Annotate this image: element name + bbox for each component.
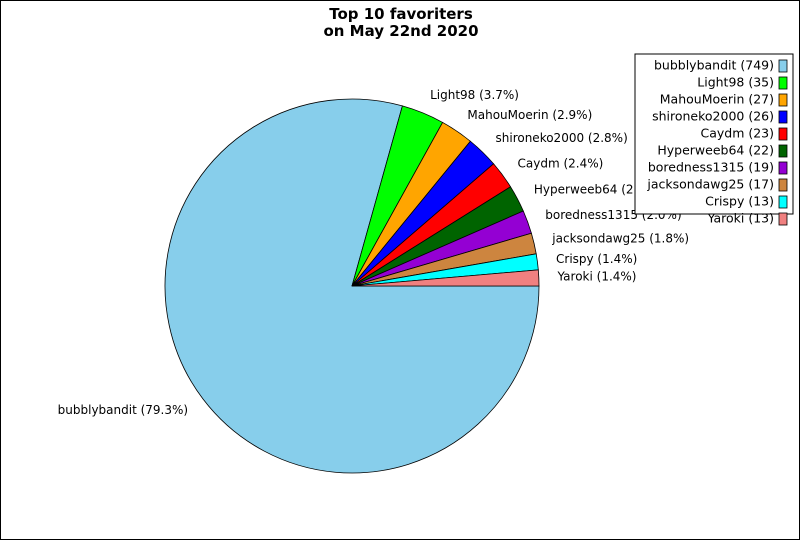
legend-swatch-crispy	[778, 195, 788, 209]
legend-swatch-boredness1315	[778, 161, 788, 175]
slice-label-light98: Light98 (3.7%)	[430, 88, 519, 102]
slice-labels: bubblybandit (79.3%) Light98 (3.7%) MahouM…	[58, 88, 689, 417]
chart-title-line-1: Top 10 favoriters	[329, 5, 473, 23]
legend-entry-bubblybandit: bubblybandit (749)	[654, 58, 774, 73]
legend-swatch-shironeko2000	[778, 110, 788, 124]
slice-label-shironeko2000: shironeko2000 (2.8%)	[496, 131, 628, 145]
legend-entry-mahoumoerin: MahouMoerin (27)	[660, 92, 774, 107]
legend-swatch-bubblybandit	[778, 59, 788, 73]
slice-label-mahoumoerin: MahouMoerin (2.9%)	[467, 108, 592, 122]
slice-label-crispy: Crispy (1.4%)	[556, 252, 637, 266]
pie-slice-yaroki	[351, 269, 540, 287]
slice-label-bubblybandit: bubblybandit (79.3%)	[58, 403, 188, 417]
legend-entry-caydm: Caydm (23)	[700, 126, 774, 141]
slice-label-hyperweeb64: Hyperweeb64 (2.3%)	[534, 182, 661, 196]
legend-entry-hyperweeb64: Hyperweeb64 (22)	[657, 143, 774, 158]
legend-entry-crispy: Crispy (13)	[705, 194, 774, 209]
chart-title-line-2: on May 22nd 2020	[323, 22, 478, 40]
legend-swatch-caydm	[778, 127, 788, 141]
legend-box	[634, 53, 794, 215]
legend: bubblybandit (749) Light98 (35) MahouMoeri…	[634, 53, 794, 226]
legend-swatch-hyperweeb64	[778, 144, 788, 158]
slice-label-jacksondawg25: jacksondawg25 (1.8%)	[551, 232, 689, 246]
legend-entry-yaroki: Yaroki (13)	[707, 211, 774, 226]
legend-swatch-mahoumoerin	[778, 93, 788, 107]
slice-label-yaroki: Yaroki (1.4%)	[557, 270, 637, 284]
legend-swatch-jacksondawg25	[778, 178, 788, 192]
slice-label-caydm: Caydm (2.4%)	[518, 156, 604, 170]
legend-entry-jacksondawg25: jacksondawg25 (17)	[646, 177, 774, 192]
legend-entry-boredness1315: boredness1315 (19)	[648, 160, 774, 175]
legend-entry-light98: Light98 (35)	[697, 75, 774, 90]
legend-swatch-light98	[778, 76, 788, 90]
legend-swatch-yaroki	[778, 212, 788, 226]
legend-entry-shironeko2000: shironeko2000 (26)	[652, 109, 774, 124]
pie-slices	[164, 98, 540, 474]
